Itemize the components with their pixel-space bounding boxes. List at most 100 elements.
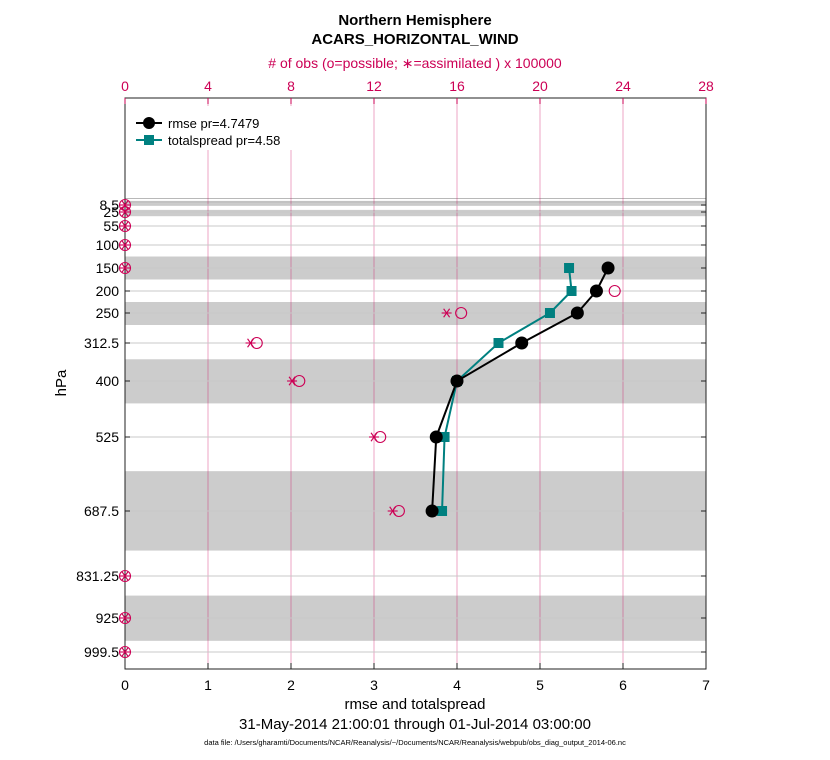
top-tick-label: 24 <box>615 78 631 94</box>
x-tick-label: 5 <box>536 677 544 693</box>
obs-assimilated-marker <box>441 308 452 318</box>
asterisk-stroke <box>121 240 129 250</box>
legend-spread-label: totalspread pr=4.58 <box>168 133 280 148</box>
totalspread-point <box>544 308 555 318</box>
asterisk-stroke <box>247 338 254 348</box>
obs-possible-marker <box>118 198 132 212</box>
x-tick-label: 0 <box>121 677 129 693</box>
totalspread-point <box>564 263 575 273</box>
top-tick-label: 4 <box>204 78 212 94</box>
y-tick-label: 250 <box>96 305 120 321</box>
x-tick-label: 7 <box>702 677 710 693</box>
asterisk-stroke <box>370 432 378 442</box>
y-tick-label: 200 <box>96 283 120 299</box>
totalspread-point <box>493 338 504 348</box>
rmse-point <box>425 504 439 518</box>
data-file-footnote: data file: /Users/gharamti/Documents/NCA… <box>204 738 626 747</box>
top-tick-label: 16 <box>449 78 465 94</box>
chart-title: Northern Hemisphere <box>338 12 491 29</box>
asterisk-stroke <box>121 647 129 657</box>
asterisk-stroke <box>121 200 129 210</box>
obs-possible-marker <box>118 219 132 233</box>
x-tick-label: 1 <box>204 677 212 693</box>
legend: rmse pr=4.7479 totalspread pr=4.58 <box>132 106 304 150</box>
level-band <box>125 200 706 205</box>
obs-assimilated-marker <box>287 376 298 386</box>
obs-possible-marker <box>118 569 132 583</box>
time-range-label: 31-May-2014 21:00:01 through 01-Jul-2014… <box>239 716 591 733</box>
x-tick-label: 2 <box>287 677 295 693</box>
top-tick-label: 12 <box>366 78 382 94</box>
obs-possible-marker <box>455 306 468 320</box>
obs-possible-marker <box>118 261 132 275</box>
asterisk-stroke <box>121 613 129 623</box>
top-axis-label: # of obs (o=possible; ∗=assimilated ) x … <box>268 55 562 71</box>
obs-assimilated-marker <box>120 571 130 581</box>
data-series <box>425 261 615 518</box>
obs-possible-marker <box>118 205 132 219</box>
obs-possible-marker <box>118 238 132 252</box>
totalspread-point <box>566 286 577 296</box>
legend-rmse-label: rmse pr=4.7479 <box>168 116 259 131</box>
rmse-point <box>515 336 529 350</box>
legend-spread-marker <box>144 135 154 145</box>
obs-possible-marker <box>118 611 132 625</box>
obs-assimilated-marker <box>120 647 130 657</box>
top-tick-label: 0 <box>121 78 129 94</box>
asterisk-stroke <box>288 376 296 386</box>
obs-assimilated-marker <box>120 613 130 623</box>
y-tick-label: 525 <box>96 429 120 445</box>
asterisk-stroke <box>121 263 129 273</box>
gray-bands <box>125 198 706 641</box>
obs-assimilated-marker <box>120 263 130 273</box>
chart-subtitle: ACARS_HORIZONTAL_WIND <box>311 31 518 48</box>
y-tick-label: 925 <box>96 610 120 626</box>
obs-assimilated-marker <box>120 240 130 250</box>
obs-assimilated-marker <box>120 207 130 217</box>
obs-assimilated-marker <box>120 200 130 210</box>
top-tick-label: 28 <box>698 78 714 94</box>
y-tick-label: 25 <box>103 204 119 220</box>
y-tick-label: 831.25 <box>76 568 119 584</box>
asterisk-stroke <box>389 506 397 516</box>
x-axis-label: rmse and totalspread <box>345 696 486 713</box>
x-tick-label: 4 <box>453 677 461 693</box>
plot-frame <box>124 97 707 670</box>
asterisk-stroke <box>121 207 129 217</box>
x-tick-label: 3 <box>370 677 378 693</box>
y-tick-label: 312.5 <box>84 335 119 351</box>
y-tick-label: 100 <box>96 237 120 253</box>
y-tick-label: 999.5 <box>84 644 119 660</box>
totalspread-point <box>439 432 450 442</box>
asterisk-stroke <box>121 571 129 581</box>
asterisk-stroke <box>121 221 129 231</box>
obs-assimilated-marker <box>369 432 379 442</box>
axis-ticks: 0 4 8 12 16 20 24 288.52555100150200250312.5400… <box>76 78 714 693</box>
rmse-point <box>589 284 603 298</box>
legend-box <box>132 106 304 150</box>
totalspread-point <box>437 506 448 516</box>
rmse-point <box>450 374 464 388</box>
rmse-point <box>570 306 584 320</box>
top-tick-label: 8 <box>287 78 295 94</box>
y-tick-label: 687.5 <box>84 503 119 519</box>
x-tick-label: 6 <box>619 677 627 693</box>
legend-rmse-marker <box>143 117 155 129</box>
level-band <box>125 209 706 217</box>
y-tick-label: 400 <box>96 373 120 389</box>
obs-assimilated-marker <box>245 338 256 348</box>
obs-possible-marker <box>118 645 132 659</box>
obs-possible-marker <box>608 284 621 298</box>
y-tick-label: 150 <box>96 260 120 276</box>
obs-assimilated-marker <box>387 506 398 516</box>
y-tick-label: 8.5 <box>100 197 120 213</box>
asterisk-stroke <box>443 308 451 318</box>
y-tick-label: 55 <box>103 218 119 234</box>
obs-assimilated-marker <box>120 221 130 231</box>
y-axis-label: hPa <box>53 369 70 396</box>
rmse-point <box>429 430 443 444</box>
rmse-point <box>601 261 615 275</box>
top-tick-label: 20 <box>532 78 548 94</box>
obs-markers <box>118 198 621 659</box>
